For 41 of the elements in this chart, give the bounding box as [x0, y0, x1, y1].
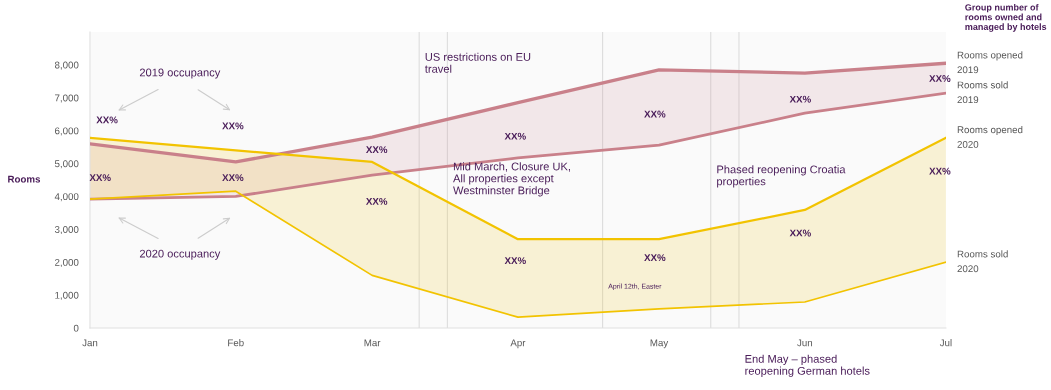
- annotation: XX%: [222, 122, 244, 130]
- annotation: 2019 occupancy: [139, 68, 221, 79]
- y-tick-label: 4,000: [54, 193, 79, 202]
- series-label: Rooms opened 2020: [957, 126, 1023, 148]
- annotation: XX%: [365, 146, 388, 153]
- annotation: XX%: [222, 174, 244, 182]
- ref-line-label: Phased reopening Croatia properties: [717, 165, 846, 188]
- annotation: XX%: [929, 75, 951, 82]
- y-tick-label: 1,000: [55, 291, 79, 300]
- x-tick-label: Apr: [510, 339, 526, 349]
- ref-line-label: End May – phased reopening German hotels: [745, 354, 870, 377]
- annotation: XX%: [89, 174, 111, 182]
- annotation: XX%: [644, 110, 666, 118]
- x-tick-label: May: [650, 339, 669, 349]
- y-axis-title: Rooms: [8, 175, 41, 183]
- x-tick-label: Mar: [364, 339, 381, 347]
- annotation: XX%: [504, 132, 526, 140]
- annotation: XX%: [789, 229, 811, 237]
- x-tick-label: Feb: [228, 339, 244, 347]
- y-tick-label: 2,000: [55, 258, 79, 267]
- annotation: XX%: [644, 254, 666, 262]
- annotation: XX%: [789, 95, 811, 103]
- series-label: Rooms sold 2020: [957, 250, 1008, 273]
- y-tick-label: 0: [73, 324, 79, 332]
- y-tick-label: 6,000: [55, 127, 79, 136]
- y-tick-label: 5,000: [54, 160, 79, 169]
- y-tick-label: 7,000: [55, 94, 79, 103]
- annotation: XX%: [96, 116, 118, 124]
- y-tick-label: 8,000: [54, 61, 79, 70]
- annotation: XX%: [929, 167, 951, 175]
- annotation: XX%: [365, 197, 388, 205]
- x-tick-label: Jan: [82, 339, 98, 347]
- series-label: Rooms opened 2019: [957, 51, 1023, 74]
- annotation: 2020 occupancy: [139, 249, 221, 260]
- x-tick-label: Jun: [797, 339, 813, 347]
- series-label: Rooms sold 2019: [957, 81, 1008, 104]
- annotation: XX%: [504, 257, 526, 264]
- y-tick-label: 3,000: [54, 226, 79, 235]
- ref-line-label: US restrictions on EU travel: [424, 52, 531, 73]
- x-tick-label: Jul: [939, 339, 952, 347]
- legend-title: Group number of rooms owned and managed by hotels: [965, 3, 1047, 32]
